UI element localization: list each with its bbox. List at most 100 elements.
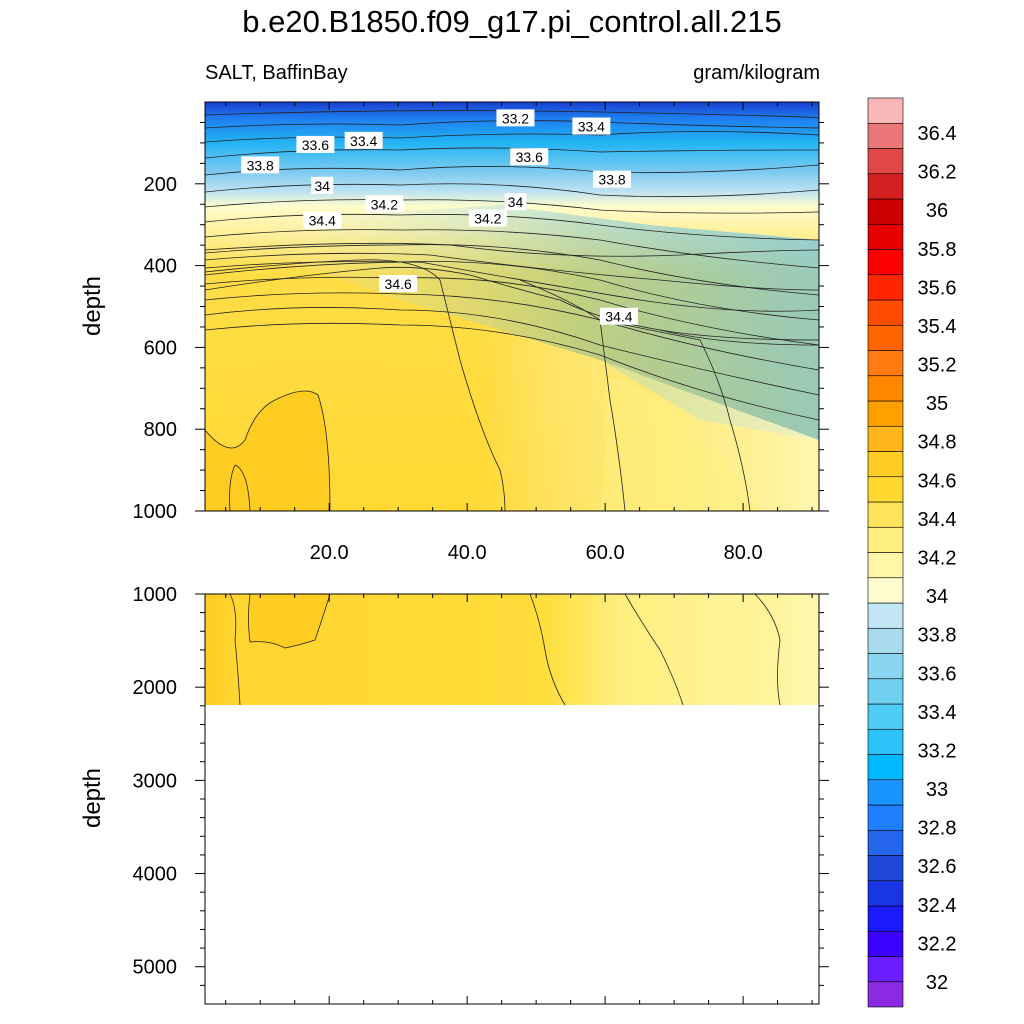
colorbar-swatch [867, 350, 904, 377]
colorbar-label: 33 [926, 779, 948, 801]
contour-label-text: 33.8 [247, 157, 274, 173]
contour-label-text: 33.8 [598, 172, 625, 188]
x-tick-label: 80.0 [724, 542, 763, 564]
contour-label: 33.2 [496, 109, 535, 127]
colorbar-swatch [867, 249, 904, 276]
upper-contour-fill [205, 102, 819, 511]
contour-label-box [365, 195, 404, 213]
contour-label-box [241, 156, 280, 174]
colorbar-swatch [867, 299, 904, 326]
colorbar-swatch [867, 956, 904, 983]
y-tick-label: 200 [144, 174, 177, 196]
colorbar-swatch [867, 930, 904, 957]
colorbar-label: 33.4 [918, 702, 957, 724]
colorbar-swatch [867, 324, 904, 351]
colorbar-swatch [867, 703, 904, 730]
colorbar-swatch [867, 728, 904, 755]
colorbar-label: 35.4 [918, 316, 957, 338]
colorbar-swatch [867, 981, 904, 1008]
colorbar-label: 34.4 [918, 509, 957, 531]
colorbar-swatch [867, 678, 904, 705]
contour-label-box [510, 148, 549, 166]
contour-label-box [468, 209, 507, 227]
colorbar-label: 34.8 [918, 432, 957, 454]
contour-label: 33.8 [593, 170, 632, 188]
units-label: gram/kilogram [693, 62, 820, 84]
contour-label-box [379, 275, 418, 293]
contour-label-box [303, 211, 342, 229]
colorbar-swatch [867, 829, 904, 856]
colorbar-swatch [867, 653, 904, 680]
colorbar-label: 32.6 [918, 856, 957, 878]
variable-region-label: SALT, BaffinBay [205, 62, 348, 84]
colorbar-swatch [867, 274, 904, 301]
y-tick-label: 1000 [133, 501, 178, 523]
contour-label-text: 33.4 [578, 119, 605, 135]
colorbar-swatch [867, 451, 904, 478]
lower-contour-lines [229, 593, 781, 706]
colorbar-label: 36 [926, 200, 948, 222]
contour-label-text: 34.4 [309, 213, 336, 229]
contour-label-text: 34.2 [371, 196, 398, 212]
contour-label: 33.6 [510, 148, 549, 166]
contour-label-box [572, 117, 611, 135]
y-tick-label: 1000 [133, 584, 178, 606]
colorbar-label: 33.6 [918, 663, 957, 685]
contour-label: 34.4 [599, 307, 638, 325]
colorbar-swatch [867, 375, 904, 402]
y-tick-label: 3000 [133, 770, 178, 792]
colorbar-swatch [867, 804, 904, 831]
contour-label-text: 33.2 [502, 110, 529, 126]
contour-label-box [344, 131, 383, 149]
contour-label: 33.6 [296, 135, 335, 153]
colorbar-swatch [867, 779, 904, 806]
contour-label-box [599, 307, 638, 325]
colorbar-label: 36.2 [918, 162, 957, 184]
colorbar-swatch [867, 476, 904, 503]
colorbar-swatch [867, 97, 904, 124]
colorbar-label: 35.6 [918, 277, 957, 299]
colorbar-label: 35.2 [918, 355, 957, 377]
colorbar-swatch [867, 602, 904, 629]
colorbar-swatch [867, 526, 904, 553]
contour-label: 33.4 [344, 131, 383, 149]
y-axis-label: depth [79, 276, 106, 336]
contour-label-text: 33.4 [350, 133, 377, 149]
colorbar-swatch [867, 501, 904, 528]
contour-label-text: 34.6 [385, 276, 412, 292]
colorbar-label: 36.4 [918, 123, 957, 145]
colorbar-label: 32.2 [918, 933, 957, 955]
contour-label-text: 34 [314, 178, 330, 194]
contour-label-text: 34.4 [605, 309, 632, 325]
colorbar-swatch [867, 577, 904, 604]
colorbar-swatch [867, 122, 904, 149]
colorbar-swatch [867, 198, 904, 225]
colorbar-swatch [867, 223, 904, 250]
contour-label: 34.4 [303, 211, 342, 229]
colorbar-swatch [867, 400, 904, 427]
colorbar-swatch [867, 880, 904, 907]
colorbar-swatch [867, 627, 904, 654]
colorbar-label: 35 [926, 393, 948, 415]
contour-label-text: 34 [508, 194, 524, 210]
y-tick-label: 2000 [133, 677, 178, 699]
colorbar-label: 34 [926, 586, 948, 608]
contour-label-box [311, 176, 334, 194]
y-axis-label-lower: depth [79, 768, 106, 828]
colorbar-swatch [867, 425, 904, 452]
y-tick-label: 800 [144, 419, 177, 441]
colorbar-label: 33.2 [918, 740, 957, 762]
lower-contour-fill [205, 594, 819, 705]
colorbar-swatch [867, 148, 904, 175]
contour-label: 34 [504, 193, 527, 211]
contour-label: 34.6 [379, 275, 418, 293]
x-tick-label: 20.0 [310, 542, 349, 564]
contour-label-group: 33.2 33.4 33.4 33.6 33.6 33.8 33.8 34 34 34.2 34.2… [241, 109, 638, 325]
contour-label-box [496, 109, 535, 127]
x-tick-label: 40.0 [448, 542, 487, 564]
contour-label-box [504, 193, 527, 211]
chart-title: b.e20.B1850.f09_g17.pi_control.all.215 [242, 4, 782, 39]
x-tick-label: 60.0 [586, 542, 625, 564]
colorbar-label: 34.6 [918, 470, 957, 492]
